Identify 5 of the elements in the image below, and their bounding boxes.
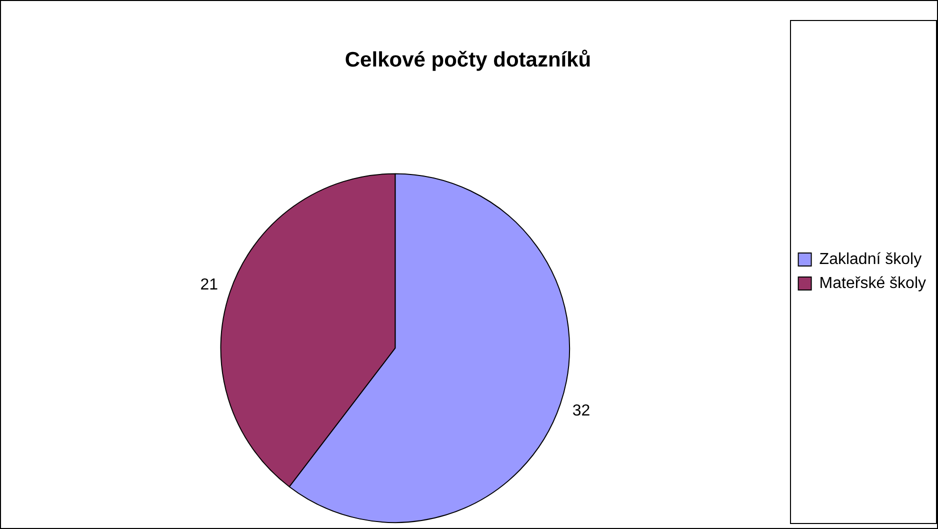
data-label: 32 — [572, 402, 590, 420]
legend-label: Mateřské školy — [819, 274, 926, 292]
chart-title: Celkové počty dotazníků — [344, 48, 592, 72]
legend-label: Zakladní školy — [819, 250, 922, 268]
data-label: 21 — [200, 276, 218, 294]
